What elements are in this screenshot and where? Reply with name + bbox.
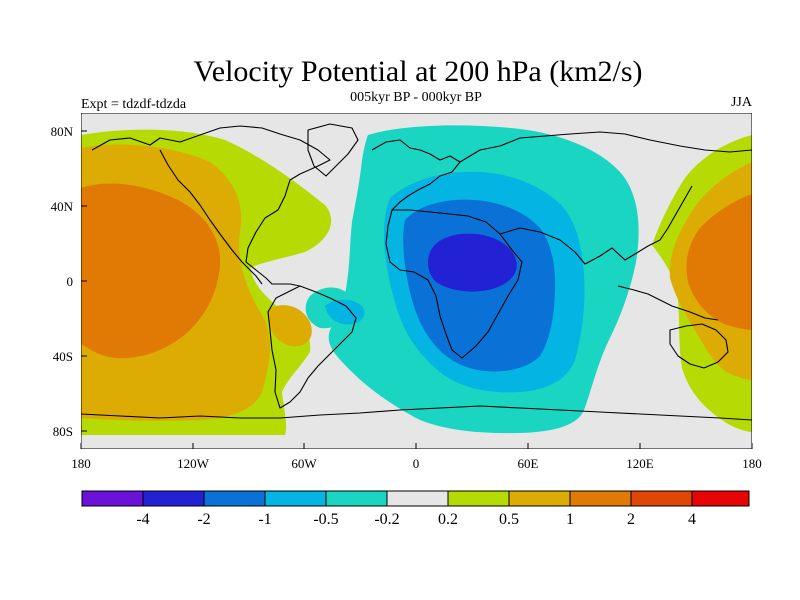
coastline-greenland	[307, 123, 359, 177]
coastline-north-america	[91, 125, 331, 287]
colorbar-label: 4	[688, 511, 696, 528]
colorbar-box	[569, 490, 632, 507]
colorbar-label: -4	[136, 511, 149, 528]
field-pos-1-west-pacific	[81, 183, 221, 359]
x-tick-label: 180	[742, 456, 762, 471]
y-tick-label: 80S	[53, 424, 73, 439]
colorbar-label: 0.5	[499, 511, 519, 528]
colorbar-label: -0.2	[374, 511, 399, 528]
colorbar-box	[264, 490, 327, 507]
y-tick-label: 0	[67, 274, 74, 289]
x-tick-label: 60W	[291, 456, 317, 471]
colorbar-box	[691, 490, 750, 507]
coastline-north-america-west	[159, 149, 263, 285]
y-tick-label: 40S	[53, 349, 73, 364]
field-neg-2-africa-indian	[428, 233, 517, 292]
coastline-africa	[385, 209, 523, 359]
colorbar-box	[142, 490, 205, 507]
x-tick-label: 120W	[177, 456, 210, 471]
chart-title: Velocity Potential at 200 hPa (km2/s)	[193, 55, 642, 88]
coastline-europe	[371, 139, 461, 211]
colorbar-label: -1	[258, 511, 271, 528]
field-pos-0.5-south-america	[267, 305, 312, 347]
x-tick-label: 120E	[626, 456, 654, 471]
colorbar-box	[630, 490, 693, 507]
y-axis: 80N 40N 0 40S 80S	[51, 124, 87, 439]
period-label: 005kyr BP - 000kyr BP	[350, 90, 482, 105]
coastline-australia	[669, 323, 729, 369]
colorbar-label: 0.2	[438, 511, 458, 528]
colorbar-box	[508, 490, 571, 507]
colorbar-label: -2	[197, 511, 210, 528]
colorbar-box	[81, 490, 144, 507]
x-tick-label: 0	[413, 456, 420, 471]
coastline-south-america	[267, 285, 357, 409]
coastline-antarctica	[81, 405, 752, 421]
experiment-label: Expt = tdzdf-tdzda	[81, 97, 187, 112]
y-tick-label: 80N	[51, 124, 74, 139]
colorbar-label: 2	[627, 511, 635, 528]
colorbar-box	[203, 490, 266, 507]
colorbar-label: 1	[566, 511, 574, 528]
colorbar: -4 -2 -1 -0.5 -0.2 0.2 0.5 1 2 4	[81, 490, 750, 528]
coastline-maritime-continent	[617, 285, 719, 321]
colorbar-label: -0.5	[313, 511, 338, 528]
coastlines	[81, 123, 752, 421]
season-label: JJA	[731, 95, 753, 110]
coastline-asia-south	[499, 185, 693, 265]
map-panel	[81, 113, 752, 449]
x-tick-label: 180	[71, 456, 91, 471]
colorbar-box	[386, 490, 449, 507]
x-tick-label: 60E	[518, 456, 539, 471]
field-neg-0.5-south-america	[325, 299, 365, 325]
field-neg-0.2-atlantic	[358, 271, 392, 291]
colorbar-box	[325, 490, 388, 507]
y-tick-label: 40N	[51, 199, 74, 214]
x-axis: 180 120W 60W 0 60E 120E 180	[71, 443, 762, 471]
coastline-asia	[459, 131, 752, 163]
field-pos-1-west-pacific-east	[686, 194, 752, 330]
colorbar-box	[447, 490, 510, 507]
